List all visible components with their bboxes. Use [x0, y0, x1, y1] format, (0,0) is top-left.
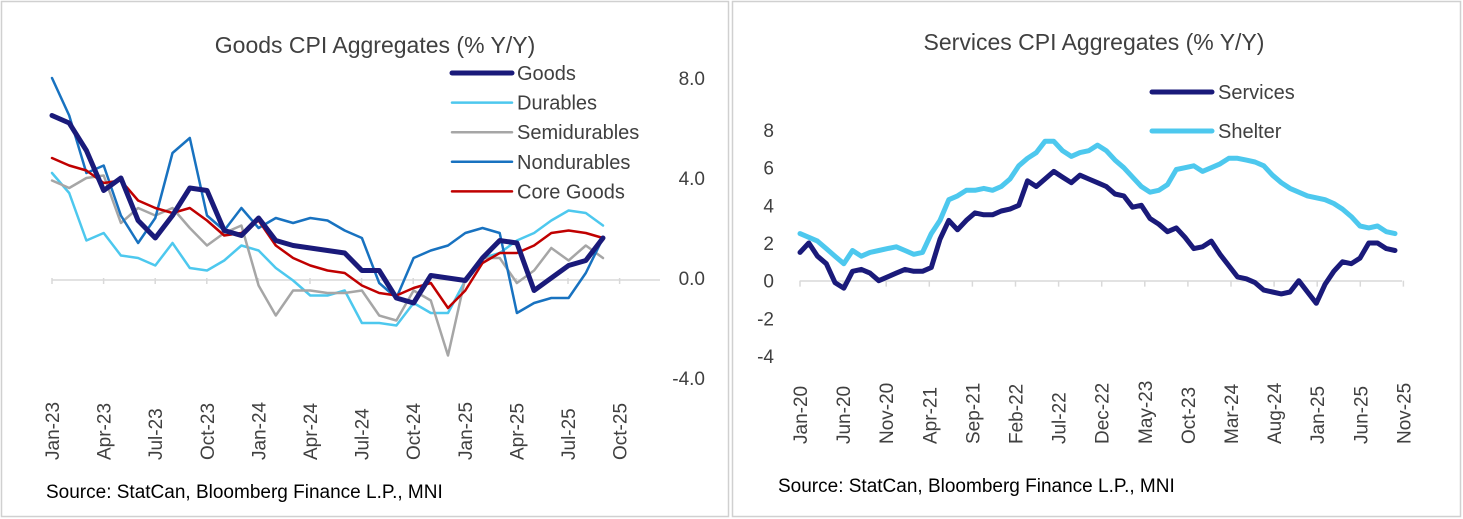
goods-x-tick-label: Apr-23 — [95, 403, 116, 460]
goods-y-tick-label: 8.0 — [679, 69, 705, 90]
services-x-tick-label: Jan-20 — [791, 386, 812, 444]
legend-label-semidurables: Semidurables — [517, 122, 639, 144]
services-x-tick-label: Feb-22 — [1007, 384, 1028, 444]
goods-x-tick-label: Oct-25 — [611, 403, 632, 460]
goods-x-tick-label: Oct-23 — [198, 403, 219, 460]
goods-series-core-goods-line — [50, 156, 605, 310]
services-y-tick-label: 8 — [763, 121, 774, 142]
services-x-ticks: Jan-20 Jun-20 Nov-20 Apr-21 Sep-21 Feb-22 Jul-… — [791, 280, 1415, 444]
services-source-note: Source: StatCan, Bloomberg Finance L.P.,… — [778, 476, 1175, 497]
services-series-shelter-line — [797, 138, 1398, 267]
goods-series-goods-line — [49, 113, 606, 306]
services-x-tick-label: Dec-22 — [1093, 383, 1114, 444]
services-y-ticks: 8 6 4 2 0 -2 -4 — [757, 121, 774, 368]
goods-x-tick-label: Apr-25 — [507, 403, 528, 460]
legend-label-services: Services — [1218, 82, 1295, 104]
goods-chart-title: Goods CPI Aggregates (% Y/Y) — [215, 32, 535, 58]
services-y-tick-label: 2 — [763, 234, 774, 255]
goods-x-tick-label: Oct-24 — [404, 403, 425, 460]
services-y-tick-label: 0 — [763, 272, 774, 293]
services-x-tick-label: Jun-25 — [1351, 386, 1372, 444]
goods-x-ticks: Jan-23 Apr-23 Jul-23 Oct-23 Jan-24 Apr-24 Jul-… — [43, 278, 632, 460]
services-x-tick-label: May-23 — [1136, 381, 1157, 444]
services-legend: Services Shelter — [1149, 82, 1295, 143]
legend-label-shelter: Shelter — [1218, 121, 1282, 143]
legend-label-goods: Goods — [517, 63, 576, 85]
goods-x-tick-label: Jul-23 — [146, 408, 167, 460]
services-x-tick-label: Jul-22 — [1050, 392, 1071, 444]
goods-legend: Goods Durables Semidurables Nondurables Core… — [449, 63, 639, 203]
goods-x-tick-label: Jul-25 — [559, 408, 580, 460]
services-x-tick-label: Jun-20 — [834, 386, 855, 444]
goods-x-tick-label: Jan-24 — [249, 401, 270, 460]
services-y-tick-label: 6 — [763, 159, 774, 180]
legend-label-durables: Durables — [517, 93, 597, 115]
goods-y-tick-label: -4.0 — [672, 369, 705, 390]
services-y-tick-label: 4 — [763, 196, 774, 217]
services-x-tick-label: Mar-24 — [1222, 383, 1243, 444]
services-x-tick-label: Aug-24 — [1265, 382, 1286, 444]
services-chart: Services CPI Aggregates (% Y/Y) 8 6 4 2 0 -2 -… — [757, 29, 1415, 497]
goods-source-note: Source: StatCan, Bloomberg Finance L.P.,… — [46, 482, 443, 503]
goods-panel-frame — [0, 0, 730, 518]
services-x-tick-label: Apr-21 — [920, 387, 941, 444]
goods-x-tick-label: Apr-24 — [301, 403, 322, 460]
services-x-tick-label: Nov-20 — [877, 383, 898, 444]
goods-series-group — [49, 76, 606, 357]
services-chart-title: Services CPI Aggregates (% Y/Y) — [924, 29, 1265, 55]
goods-y-ticks: 8.0 4.0 0.0 -4.0 — [672, 69, 705, 390]
services-y-tick-label: -2 — [757, 309, 774, 330]
goods-series-nondurables-line — [50, 76, 605, 315]
goods-x-tick-label: Jul-24 — [353, 408, 374, 460]
services-series-services-line — [797, 168, 1398, 306]
legend-label-core-goods: Core Goods — [517, 181, 625, 203]
services-panel-frame — [731, 0, 1462, 518]
goods-series-semidurables-line — [50, 174, 605, 357]
services-x-tick-label: Sep-21 — [963, 383, 984, 444]
services-x-tick-label: Jan-25 — [1308, 386, 1329, 444]
services-x-tick-label: Nov-25 — [1394, 383, 1415, 444]
goods-y-tick-label: 4.0 — [679, 169, 705, 190]
goods-x-tick-label: Jan-23 — [43, 402, 64, 460]
services-y-tick-label: -4 — [757, 347, 774, 368]
goods-y-tick-label: 0.0 — [679, 269, 705, 290]
goods-chart: Goods CPI Aggregates (% Y/Y) 8.0 4.0 0.0 -4… — [43, 32, 705, 503]
goods-x-tick-label: Jan-25 — [456, 402, 477, 460]
services-series-group — [797, 138, 1398, 306]
legend-label-nondurables: Nondurables — [517, 152, 630, 174]
services-x-tick-label: Oct-23 — [1179, 387, 1200, 444]
